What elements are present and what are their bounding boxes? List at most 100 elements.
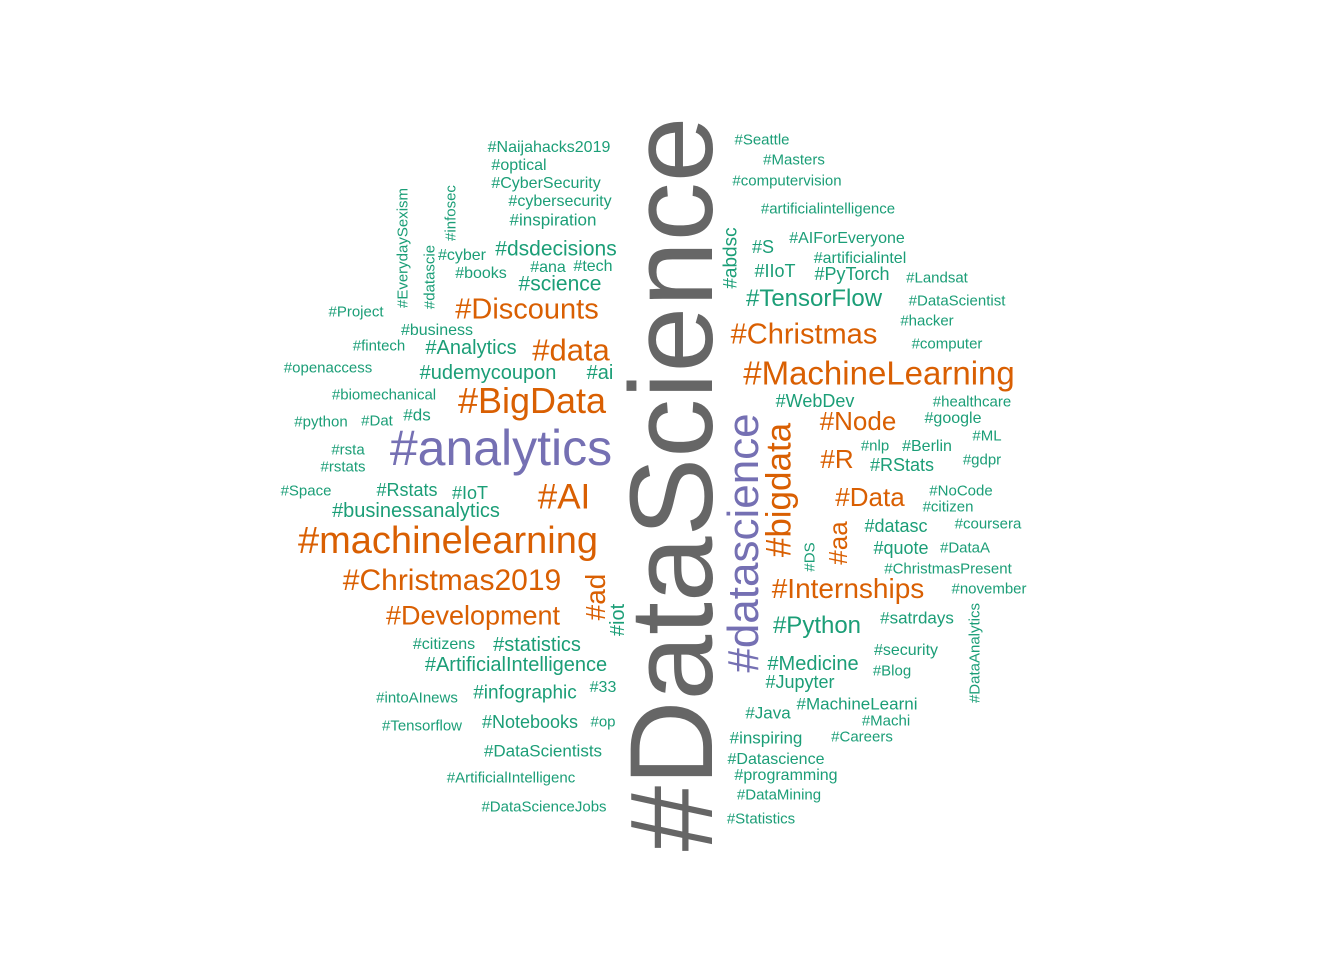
word-citizens: #citizens [412,636,476,653]
word-dataa: #DataA [939,539,991,557]
word-artificialintel: #artificialintel [813,250,907,267]
word-infosec: #infosec [442,185,460,241]
word-webdev: #WebDev [775,391,855,411]
word-quote: #quote [873,538,929,558]
word-rstats-lower: #rstats [320,458,366,476]
word-datasciencejobs: #DataScienceJobs [481,798,607,816]
word-cybersecurity-caps: #CyberSecurity [491,175,601,192]
word-rstats-caps: #RStats [869,455,935,475]
word-business: #business [400,322,474,339]
word-seattle: #Seattle [734,131,790,149]
word-java: #Java [745,703,791,723]
word-dat: #Dat [361,412,393,430]
word-datascientist: #DataScientist [908,292,1006,310]
word-aa: #aa [823,521,853,565]
word-bigdata-upper: #BigData [457,380,607,421]
word-ai-lower: #ai [586,362,614,384]
word-satrdays: #satrdays [880,608,954,628]
word-inspiration: #inspiration [509,210,597,230]
word-businessanalytics: #businessanalytics [332,500,500,522]
word-datascience-main: #DataScience [606,116,738,852]
word-christmaspresent: #ChristmasPresent [884,560,1012,578]
word-christmas: #Christmas [730,318,878,351]
word-artificialintelligence: #ArtificialIntelligence [424,654,608,676]
word-machinelearni: #MachineLearni [796,694,918,714]
word-datascientists: #DataScientists [483,741,603,761]
word-ds-caps-vertical: #DS [801,542,819,572]
word-nocode: #NoCode [929,482,993,500]
word-nlp: #nlp [860,437,890,455]
word-coursera: #coursera [954,515,1022,533]
word-development: #Development [385,600,561,631]
word-gdpr: #gdpr [962,451,1002,469]
word-bigdata: #bigdata [759,422,799,558]
word-tech: #tech [573,258,613,275]
word-iot-caps: #IoT [451,483,489,503]
word-careers: #Careers [831,728,893,746]
word-infographic: #infographic [473,682,577,704]
word-udemycoupon: #udemycoupon [419,362,557,384]
word-everydaysexism: #EverydaySexism [394,187,412,309]
word-analytics-caps: #Analytics [425,337,517,359]
word-op: #op [590,713,616,731]
word-rsta: #rsta [331,441,365,459]
word-analytics: #analytics [389,420,613,476]
word-iiot: #IIoT [754,261,796,281]
word-security: #security [873,642,939,659]
word-intoainews: #intoAInews [376,689,458,707]
word-datasc: #datasc [864,516,928,536]
word-cybersecurity: #cybersecurity [508,193,612,210]
word-computervision: #computervision [732,172,842,190]
word-medicine: #Medicine [767,653,859,675]
word-naijahacks2019: #Naijahacks2019 [487,139,611,156]
word-november: #november [951,580,1027,598]
word-data-caps: #Data [835,482,905,512]
word-notebooks: #Notebooks [481,712,579,732]
word-space: #Space [280,482,332,500]
word-project: #Project [328,303,384,321]
word-tensorflow-lower: #Tensorflow [381,717,463,735]
word-discounts: #Discounts [455,293,599,326]
word-berlin: #Berlin [902,438,952,455]
word-blog: #Blog [872,662,912,680]
word-33: #33 [589,679,617,696]
word-data-lower: #data [532,332,610,368]
word-christmas2019: #Christmas2019 [342,564,562,597]
word-dsdecisions: #dsdecisions [495,237,617,261]
word-inspiring: #inspiring [729,728,803,748]
word-openaccess: #openaccess [283,359,373,377]
word-rstats-r: #Rstats [376,480,438,500]
word-datascie: #datascie [421,244,439,310]
word-statistics-caps: #Statistics [726,810,796,828]
word-ai: #AI [537,477,591,517]
word-ana: #ana [530,259,566,276]
word-masters: #Masters [763,151,825,169]
word-abdsc: #abdsc [720,227,742,289]
word-iot-vertical: #iot [607,603,629,637]
word-artificialintelligence-lower: #artificialintelligence [760,200,896,218]
word-optical: #optical [491,157,547,174]
word-pytorch: #PyTorch [814,264,890,284]
word-artificialintelligenc: #ArtificialIntelligenc [446,769,576,787]
word-books: #books [455,265,507,282]
word-citizen: #citizen [922,498,974,516]
word-statistics: #statistics [493,634,581,656]
word-s: #S [751,237,775,257]
word-machinelearning-caps: #MachineLearning [743,354,1015,392]
word-fintech: #fintech [352,337,406,355]
word-hacker: #hacker [900,312,954,330]
word-ds: #ds [403,405,431,425]
word-tensorflow-caps: #TensorFlow [745,285,883,312]
word-google: #google [924,410,982,427]
word-landsat: #Landsat [906,269,968,287]
word-datamining: #DataMining [736,786,822,804]
word-machi: #Machi [861,712,911,730]
word-python-lower: #python [294,413,348,431]
word-jupyter: #Jupyter [765,672,835,692]
word-aiforeveryone: #AIForEveryone [789,230,905,247]
word-biomechanical: #biomechanical [331,386,437,404]
word-python-caps: #Python [772,612,862,639]
word-ad: #ad [580,573,611,621]
word-internships: #Internships [771,573,925,604]
